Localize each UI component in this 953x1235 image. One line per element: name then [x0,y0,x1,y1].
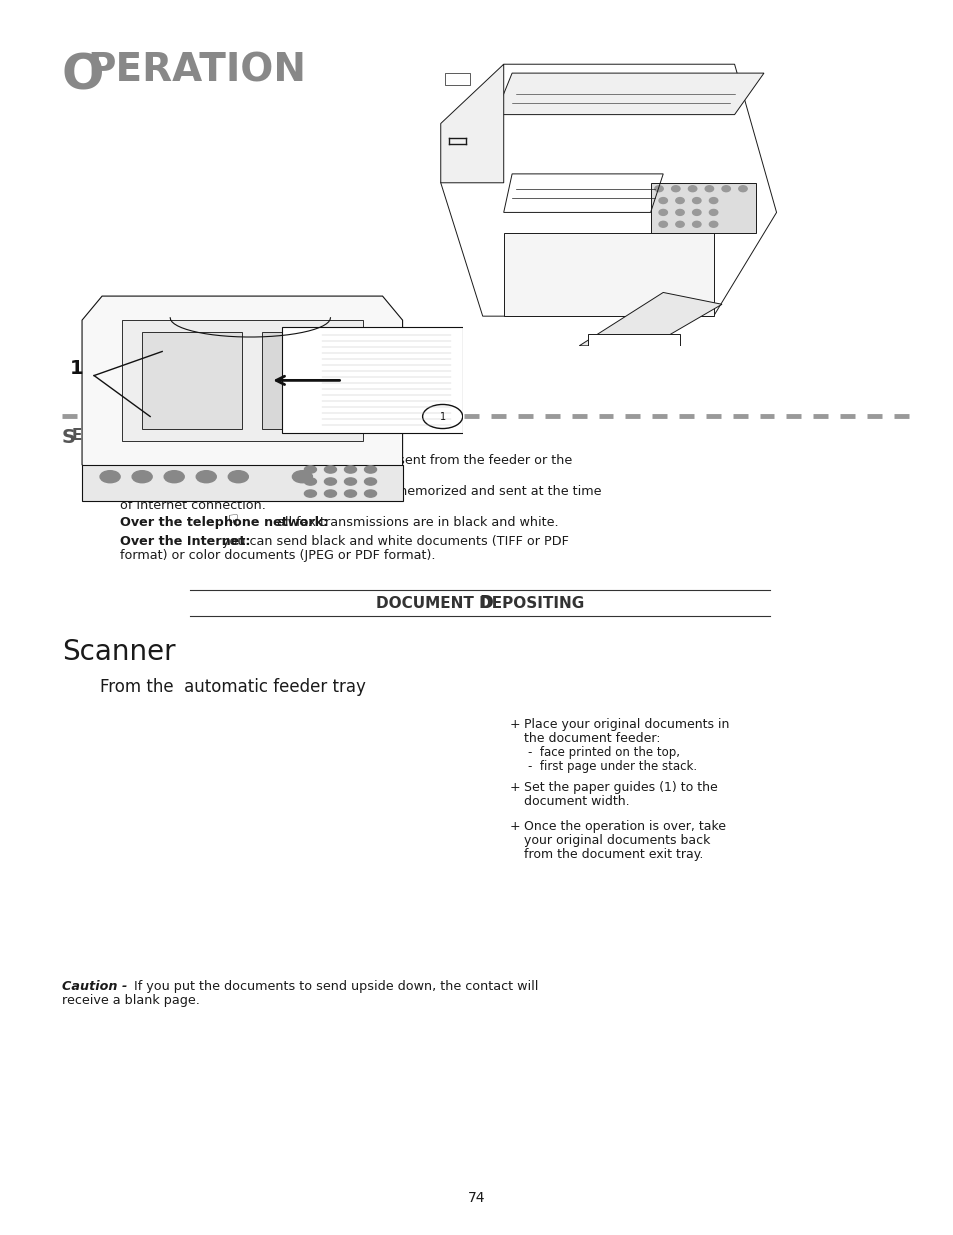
Polygon shape [142,332,242,429]
Text: Scanner: Scanner [62,638,175,666]
Text: Place your original documents in: Place your original documents in [523,718,729,731]
Polygon shape [282,327,462,433]
Text: O: O [62,52,105,100]
Circle shape [344,466,356,473]
Text: receive a blank page.: receive a blank page. [62,994,200,1007]
Text: your original documents back: your original documents back [523,834,710,847]
Text: If you put the documents to send upside down, the contact will: If you put the documents to send upside … [130,981,537,993]
Text: -  first page under the stack.: - first page under the stack. [527,760,697,773]
Circle shape [659,221,667,227]
Text: Once the operation is over, take: Once the operation is over, take [523,820,725,834]
Circle shape [675,221,683,227]
Text: 74: 74 [468,1191,485,1205]
Text: +: + [510,781,520,794]
Circle shape [671,185,679,191]
Polygon shape [82,296,402,489]
Text: +: + [510,718,520,731]
Circle shape [164,471,184,483]
Text: D: D [479,594,494,613]
Polygon shape [440,64,503,183]
Circle shape [692,198,700,204]
Circle shape [304,466,316,473]
Text: document width.: document width. [523,795,629,808]
Text: DOCUMENT DEPOSITING: DOCUMENT DEPOSITING [375,595,583,610]
Text: format) or color documents (JPEG or PDF format).: format) or color documents (JPEG or PDF … [120,550,435,562]
Circle shape [692,210,700,215]
Text: 1: 1 [439,411,445,421]
Circle shape [659,198,667,204]
Circle shape [738,185,746,191]
Circle shape [324,478,336,485]
Circle shape [100,471,120,483]
Circle shape [344,490,356,498]
Circle shape [132,471,152,483]
Circle shape [675,198,683,204]
Circle shape [364,466,376,473]
Circle shape [721,185,730,191]
Polygon shape [578,293,721,346]
Circle shape [704,185,713,191]
Circle shape [228,471,248,483]
Text: Caution -: Caution - [62,981,127,993]
Circle shape [196,471,216,483]
Polygon shape [262,332,342,429]
Text: S: S [62,429,76,447]
Polygon shape [495,73,763,115]
Circle shape [709,210,717,215]
Circle shape [364,478,376,485]
Circle shape [654,185,662,191]
Circle shape [692,221,700,227]
Text: Over the Internet:: Over the Internet: [120,535,251,548]
Text: of Internet connection.: of Internet connection. [120,499,266,511]
Circle shape [324,490,336,498]
Polygon shape [503,233,713,316]
Text: you can send black and white documents (TIFF or PDF: you can send black and white documents (… [218,535,568,548]
Text: 1: 1 [70,359,84,378]
Circle shape [675,210,683,215]
Text: +: + [510,820,520,834]
Circle shape [659,210,667,215]
Text: From the  automatic feeder tray: From the automatic feeder tray [100,678,366,697]
Circle shape [709,198,717,204]
Text: Set the paper guides (1) to the: Set the paper guides (1) to the [523,781,717,794]
Circle shape [292,471,312,483]
Text: -  face printed on the top,: - face printed on the top, [527,746,679,760]
Circle shape [364,490,376,498]
Text: Faxes sent over the telephone network are sent from the feeder or the: Faxes sent over the telephone network ar… [120,454,572,467]
Text: from the document exit tray.: from the document exit tray. [523,848,702,861]
Circle shape [344,478,356,485]
Circle shape [304,490,316,498]
Text: memory.: memory. [120,468,175,480]
Bar [444,73,470,85]
Text: the document feeder:: the document feeder: [523,732,659,745]
Text: ☞: ☞ [221,513,239,527]
Polygon shape [587,333,679,346]
Polygon shape [122,320,362,441]
Circle shape [304,478,316,485]
Text: Documents sent over the Internet are first memorized and sent at the time: Documents sent over the Internet are fir… [120,485,601,498]
Polygon shape [650,183,755,233]
Text: PERATION: PERATION [87,52,306,90]
Polygon shape [82,464,402,501]
Circle shape [709,221,717,227]
Text: Over the telephone network:: Over the telephone network: [120,515,328,529]
Circle shape [688,185,696,191]
Text: ENDING: ENDING [71,429,138,443]
Circle shape [324,466,336,473]
Text: all fax transmissions are in black and white.: all fax transmissions are in black and w… [273,515,558,529]
